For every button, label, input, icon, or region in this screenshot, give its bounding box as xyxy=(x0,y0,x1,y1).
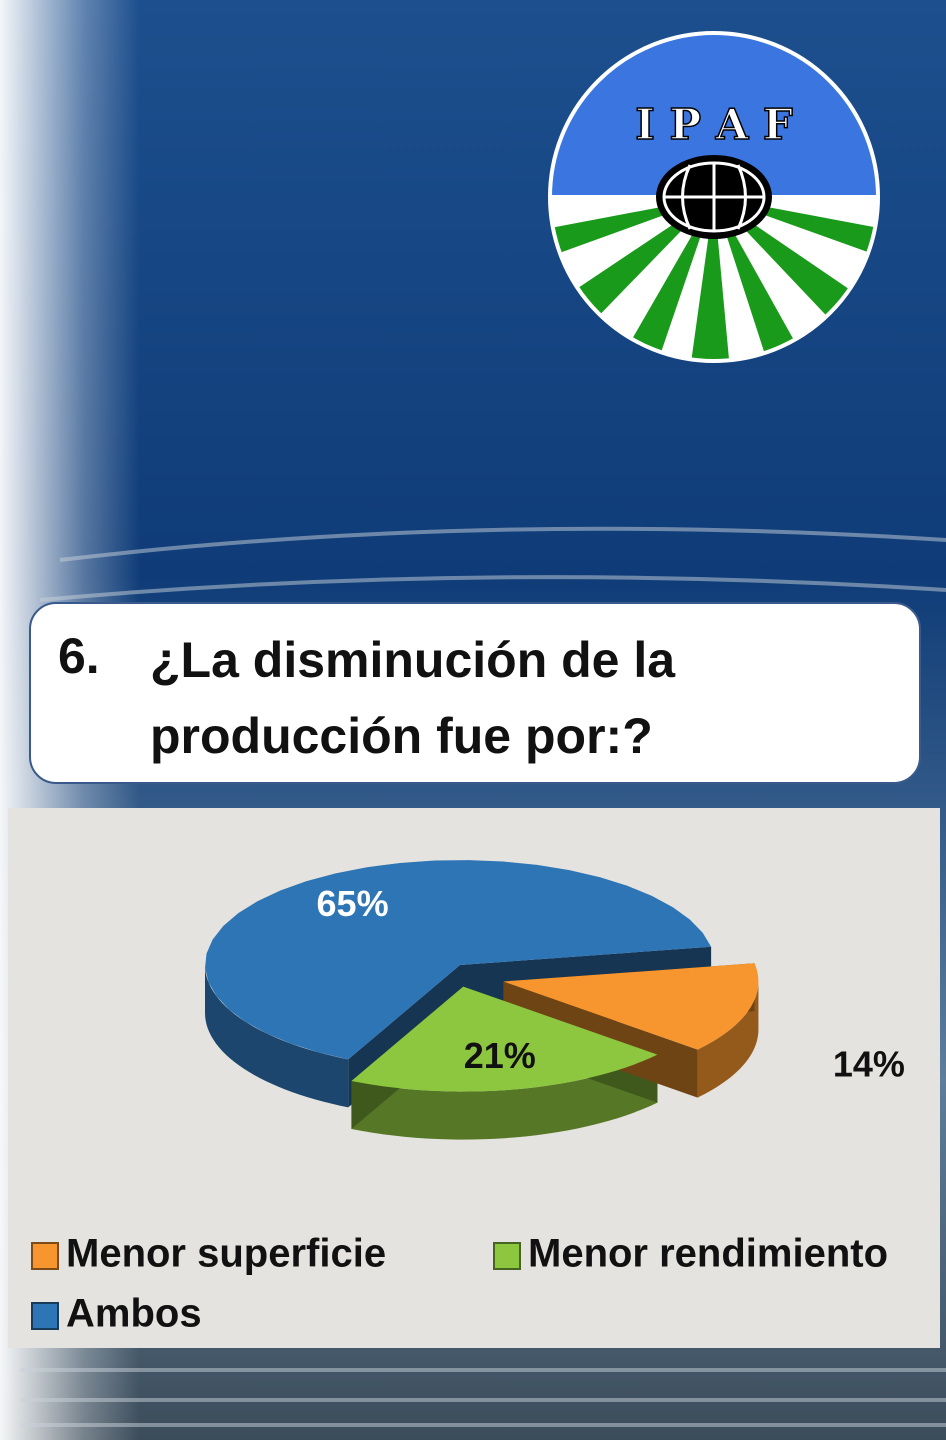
question: ¿La disminución de la producción fue por… xyxy=(150,632,676,764)
slice xyxy=(205,860,712,1060)
slice-side xyxy=(351,1054,658,1140)
data-label: 14% xyxy=(833,1043,905,1084)
question-box xyxy=(29,602,921,784)
question-number: 6. xyxy=(58,628,100,684)
legend-swatch xyxy=(31,1242,59,1270)
slice-side xyxy=(697,981,759,1098)
slice-side xyxy=(205,965,349,1108)
legend-swatch xyxy=(493,1242,521,1270)
legend-label: Menor rendimiento xyxy=(528,1232,888,1276)
legend-swatch xyxy=(31,1302,59,1330)
legend-label: Ambos xyxy=(66,1292,202,1336)
legend-label: Menor superficie xyxy=(66,1232,386,1276)
slice xyxy=(503,963,759,1050)
question-wrap: ¿La disminución de la producción fue por… xyxy=(150,632,676,764)
chart: 14% 21% 65% Menor superficie Menor rendimien… xyxy=(31,860,905,1336)
silo-stripes xyxy=(20,526,946,1427)
data-label: 65% xyxy=(317,883,389,924)
slice xyxy=(351,986,658,1092)
data-label: 21% xyxy=(464,1035,536,1076)
logo-text: I P A F xyxy=(635,100,793,149)
logo-ring xyxy=(548,31,880,363)
